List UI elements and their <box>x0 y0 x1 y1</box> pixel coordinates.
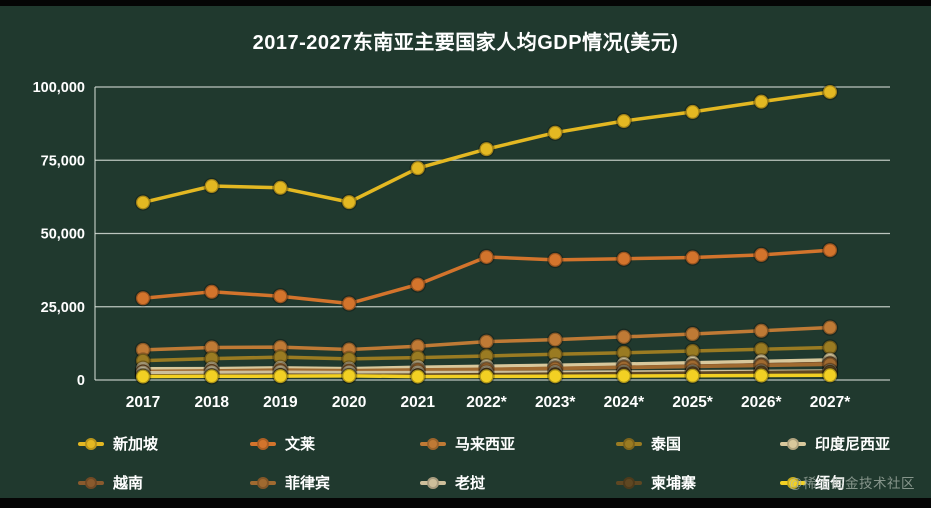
svg-text:0: 0 <box>77 373 85 389</box>
bottom-edge-bar <box>0 498 931 508</box>
svg-text:50,000: 50,000 <box>41 227 85 243</box>
legend-label: 越南 <box>113 475 144 492</box>
svg-text:2024*: 2024* <box>604 394 645 411</box>
legend-label: 缅甸 <box>815 475 846 492</box>
svg-text:100,000: 100,000 <box>33 80 85 96</box>
svg-text:2018: 2018 <box>194 394 229 411</box>
legend-item-cambodia[interactable]: 柬埔寨 <box>616 472 780 493</box>
watermark: @稀土掘金技术社区 <box>788 476 915 491</box>
chart-title: 2017-2027东南亚主要国家人均GDP情况(美元) <box>252 32 679 54</box>
svg-text:2027*: 2027* <box>810 394 851 411</box>
legend-label: 印度尼西亚 <box>815 436 891 453</box>
legend-label: 文莱 <box>285 436 316 453</box>
legend-label: 菲律宾 <box>285 475 331 492</box>
svg-text:2019: 2019 <box>263 394 298 411</box>
svg-text:2022*: 2022* <box>466 394 507 411</box>
legend-line-marker-icon <box>616 437 642 451</box>
legend-line-marker-icon <box>420 476 446 490</box>
legend-item-laos[interactable]: 老挝 <box>420 472 616 493</box>
legend-item-thailand[interactable]: 泰国 <box>616 433 780 454</box>
legend-label: 马来西亚 <box>455 436 516 453</box>
svg-text:75,000: 75,000 <box>41 153 85 169</box>
legend-item-singapore[interactable]: 新加坡 <box>78 433 250 454</box>
top-edge-bar <box>0 0 931 6</box>
svg-text:25,000: 25,000 <box>41 300 85 316</box>
svg-text:2020: 2020 <box>332 394 366 411</box>
legend-line-marker-icon <box>616 476 642 490</box>
legend-label: 老挝 <box>455 475 486 492</box>
svg-text:2023*: 2023* <box>535 394 576 411</box>
legend-item-vietnam[interactable]: 越南 <box>78 472 250 493</box>
legend-label: 新加坡 <box>113 436 159 453</box>
svg-text:2026*: 2026* <box>741 394 782 411</box>
legend: 新加坡 文莱 马来西亚 泰国 印度尼西亚 越南 菲律宾 老挝 <box>0 433 931 493</box>
legend-line-marker-icon <box>78 476 104 490</box>
legend-item-brunei[interactable]: 文莱 <box>250 433 420 454</box>
legend-item-malaysia[interactable]: 马来西亚 <box>420 433 616 454</box>
svg-text:2025*: 2025* <box>672 394 713 411</box>
legend-line-marker-icon <box>780 437 806 451</box>
legend-item-philippines[interactable]: 菲律宾 <box>250 472 420 493</box>
legend-line-marker-icon <box>420 437 446 451</box>
svg-text:2017: 2017 <box>126 394 160 411</box>
legend-line-marker-icon <box>250 437 276 451</box>
legend-label: 柬埔寨 <box>651 475 697 492</box>
legend-label: 泰国 <box>651 436 682 453</box>
svg-text:2021: 2021 <box>401 394 436 411</box>
legend-line-marker-icon <box>250 476 276 490</box>
legend-line-marker-icon <box>780 476 806 490</box>
legend-line-marker-icon <box>78 437 104 451</box>
legend-item-indonesia[interactable]: 印度尼西亚 <box>780 433 931 454</box>
legend-item-myanmar[interactable]: 缅甸 <box>780 472 931 493</box>
